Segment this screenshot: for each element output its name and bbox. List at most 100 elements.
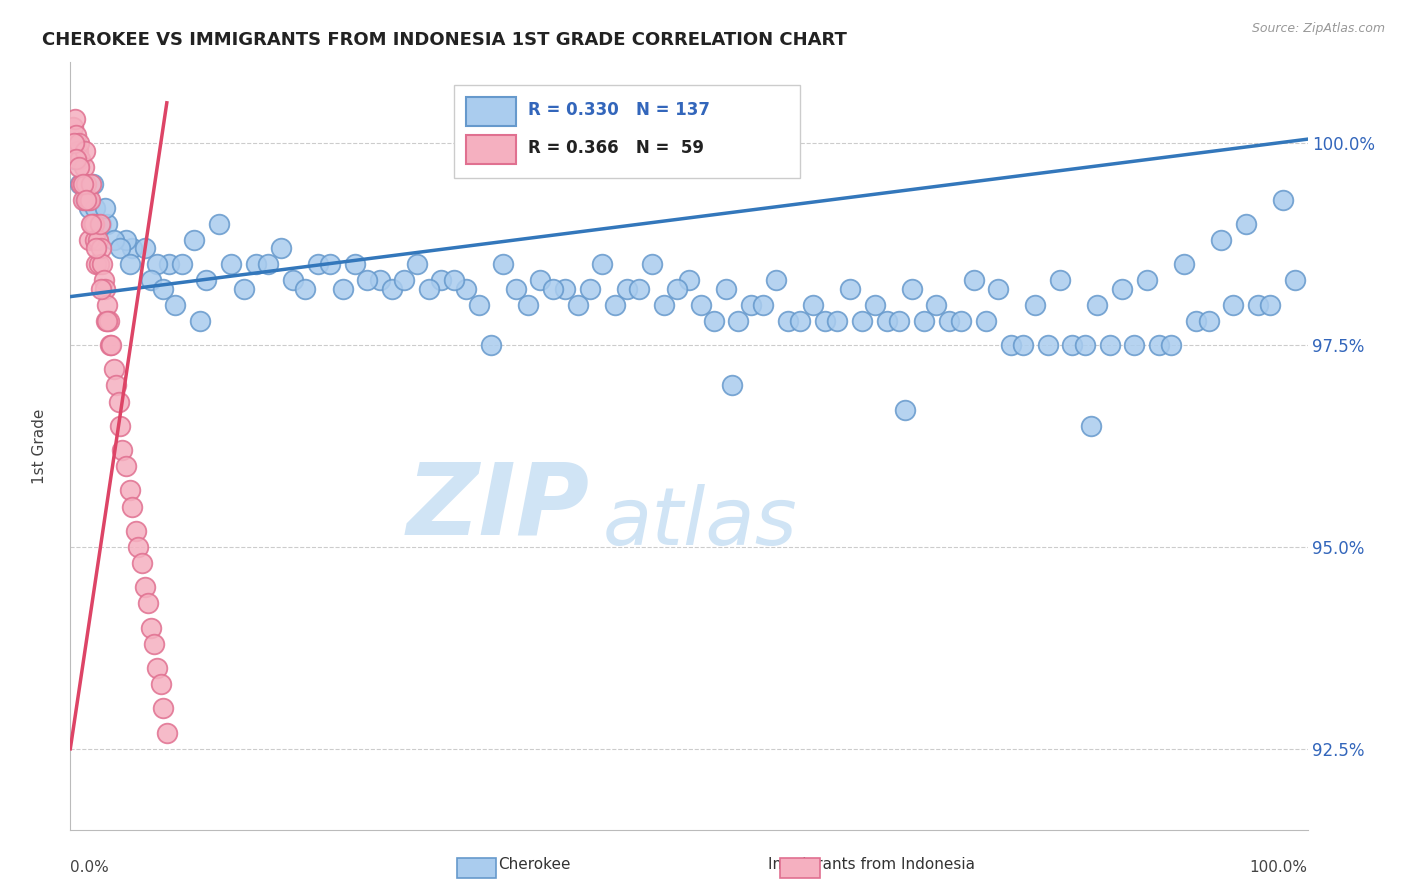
Point (1012, 338, 1035, 352)
Point (70, 177, 93, 191)
Text: Cherokee: Cherokee (498, 857, 571, 872)
Point (381, 281, 404, 295)
Point (541, 281, 564, 295)
Point (517, 298, 540, 312)
Point (105, 378, 128, 392)
Point (1098, 338, 1121, 352)
Point (75, 177, 97, 191)
Text: 0.0%: 0.0% (70, 860, 110, 875)
Point (72, 193, 94, 207)
Point (96, 314, 118, 328)
Point (368, 273, 391, 287)
Point (146, 257, 169, 271)
Point (554, 281, 576, 295)
Point (183, 233, 205, 247)
Point (1024, 298, 1046, 312)
Point (1085, 298, 1108, 312)
Point (987, 281, 1010, 295)
Point (1074, 338, 1097, 352)
Point (567, 298, 589, 312)
Point (107, 394, 129, 409)
Point (108, 241, 131, 255)
Point (1136, 273, 1159, 287)
Point (1271, 193, 1294, 207)
Point (156, 725, 179, 739)
Point (1080, 418, 1102, 433)
Point (752, 298, 775, 312)
Point (789, 314, 811, 328)
Point (307, 257, 329, 271)
Point (863, 298, 886, 312)
Point (100, 338, 122, 352)
Point (80, 177, 103, 191)
Point (118, 483, 141, 498)
Point (134, 241, 156, 255)
Point (96, 298, 118, 312)
Point (90, 281, 112, 295)
Point (1049, 273, 1071, 287)
Point (1160, 338, 1182, 352)
Point (75, 193, 97, 207)
Point (84, 241, 107, 255)
Point (188, 314, 211, 328)
Point (65, 112, 87, 126)
Point (1185, 314, 1208, 328)
Point (82, 177, 104, 191)
Point (121, 500, 143, 514)
Point (94, 281, 117, 295)
Point (98, 338, 121, 352)
Point (1123, 338, 1146, 352)
Point (149, 677, 172, 691)
Point (82, 217, 104, 231)
Point (467, 298, 489, 312)
Point (65, 128, 87, 142)
Point (73, 161, 96, 175)
Point (91, 257, 114, 271)
Text: CHEROKEE VS IMMIGRANTS FROM INDONESIA 1ST GRADE CORRELATION CHART: CHEROKEE VS IMMIGRANTS FROM INDONESIA 1S… (42, 31, 846, 49)
Point (616, 281, 638, 295)
Text: 100.0%: 100.0% (1250, 860, 1308, 875)
Point (801, 298, 824, 312)
FancyBboxPatch shape (467, 97, 516, 126)
Point (1222, 298, 1244, 312)
Text: ZIP: ZIP (406, 458, 591, 556)
Point (529, 273, 551, 287)
Point (103, 362, 125, 376)
Point (962, 273, 984, 287)
Point (332, 281, 354, 295)
Point (765, 273, 787, 287)
Point (1234, 217, 1257, 231)
Point (394, 273, 416, 287)
Point (219, 257, 242, 271)
Point (727, 314, 749, 328)
Point (281, 273, 304, 287)
Point (1198, 314, 1220, 328)
Point (479, 338, 502, 352)
Point (65, 136, 87, 151)
Point (1000, 338, 1022, 352)
Point (134, 580, 156, 594)
Point (136, 597, 159, 611)
Point (125, 524, 148, 538)
Point (889, 314, 911, 328)
Point (456, 281, 478, 295)
Point (814, 314, 837, 328)
Point (97, 314, 120, 328)
Text: atlas: atlas (602, 483, 797, 562)
Point (103, 233, 125, 247)
Point (87, 257, 110, 271)
Point (146, 661, 169, 675)
Point (77, 201, 100, 215)
Point (94, 201, 117, 215)
Point (343, 257, 366, 271)
Point (84, 233, 107, 247)
Point (443, 273, 465, 287)
Point (1284, 273, 1306, 287)
Point (838, 281, 860, 295)
Point (69, 177, 91, 191)
Point (139, 621, 162, 635)
Point (170, 257, 193, 271)
Point (876, 314, 898, 328)
Point (108, 418, 131, 433)
Point (96, 314, 118, 328)
